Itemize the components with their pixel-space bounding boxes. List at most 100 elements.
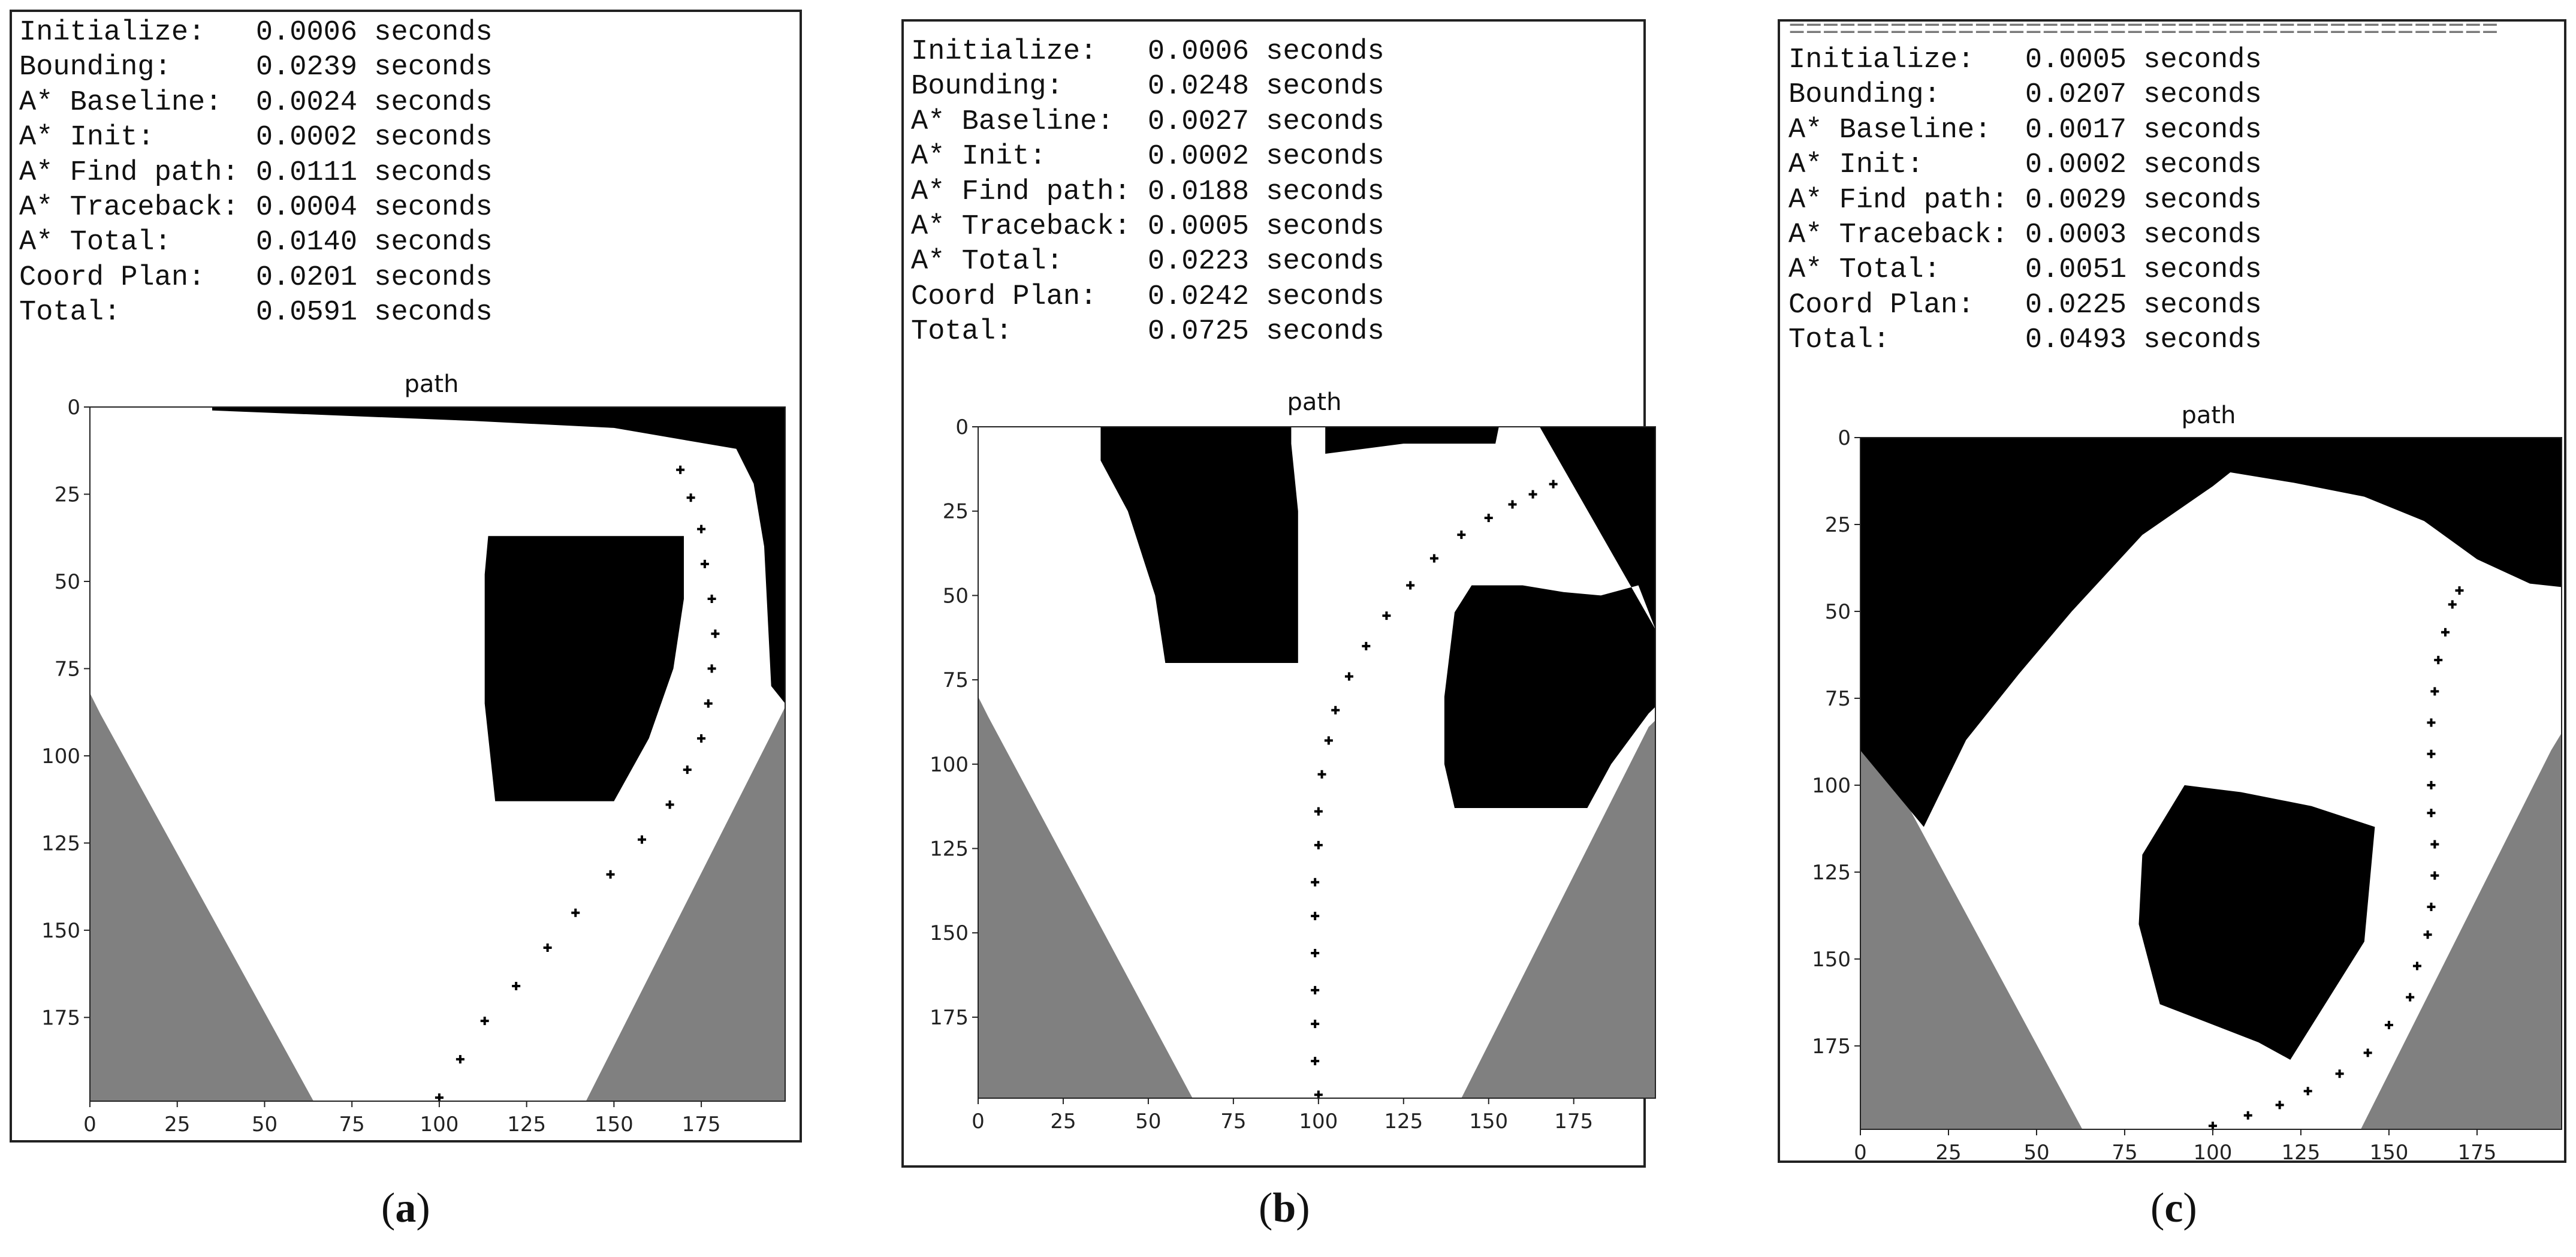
timing-value: 0.0017 bbox=[2025, 114, 2127, 146]
timing-value: 0.0140 bbox=[255, 227, 358, 259]
timing-label: A* Init: bbox=[19, 122, 155, 154]
path-marker bbox=[2430, 871, 2439, 880]
timing-label: Initialize: bbox=[1788, 44, 1975, 76]
timing-row: A* Baseline: 0.0027 seconds bbox=[911, 105, 1384, 140]
y-tick-label: 0 bbox=[955, 415, 969, 439]
timing-label: A* Find path: bbox=[911, 176, 1131, 208]
timing-unit: seconds bbox=[2143, 149, 2262, 182]
y-tick-label: 50 bbox=[55, 570, 80, 594]
caption-a: (a) bbox=[381, 1185, 430, 1231]
timing-row: A* Traceback: 0.0005 seconds bbox=[911, 210, 1384, 245]
timing-value: 0.0111 bbox=[255, 156, 358, 189]
plot-canvas: 0 25 50 75 100 125 150 175 0 25 50 75 100 125 150 175 bbox=[41, 396, 786, 1137]
x-tick-label: 25 bbox=[164, 1113, 190, 1137]
path-marker bbox=[2448, 600, 2457, 609]
path-marker bbox=[707, 664, 716, 673]
path-marker bbox=[697, 734, 706, 743]
timing-label: A* Total: bbox=[911, 246, 1063, 278]
plot-title: path bbox=[2181, 402, 2236, 429]
path-plot: 0 25 50 75 100 125 150 175 0 25 50 75 100 125 150 175 bbox=[12, 12, 791, 1155]
path-marker bbox=[1429, 554, 1438, 563]
timing-value: 0.0002 bbox=[2025, 149, 2127, 182]
path-marker bbox=[1528, 490, 1537, 499]
y-tick-label: 100 bbox=[1812, 774, 1851, 798]
path-marker bbox=[1311, 985, 1320, 994]
timing-value: 0.0024 bbox=[255, 86, 358, 119]
x-tick-label: 175 bbox=[1554, 1110, 1593, 1134]
path-marker bbox=[2303, 1087, 2312, 1096]
timing-label: A* Baseline: bbox=[19, 86, 222, 119]
timing-row: A* Init: 0.0002 seconds bbox=[1788, 148, 2262, 183]
timing-row: A* Total: 0.0051 seconds bbox=[1788, 253, 2262, 288]
timing-table: Initialize: 0.0006 seconds Bounding: 0.0248 s… bbox=[911, 35, 1384, 350]
y-tick-label: 0 bbox=[67, 396, 80, 420]
timing-label: Bounding: bbox=[19, 52, 171, 84]
path-marker bbox=[2208, 1122, 2217, 1131]
path-marker bbox=[2430, 687, 2439, 696]
y-tick-label: 75 bbox=[1825, 687, 1851, 711]
timing-label: A* Find path: bbox=[1788, 184, 2008, 216]
timing-unit: seconds bbox=[1266, 211, 1384, 243]
timing-unit: seconds bbox=[1266, 281, 1384, 313]
timing-row: A* Init: 0.0002 seconds bbox=[911, 140, 1384, 174]
timing-row: A* Baseline: 0.0017 seconds bbox=[1788, 113, 2262, 148]
timing-value: 0.0591 bbox=[255, 297, 358, 329]
timing-label: Initialize: bbox=[911, 36, 1097, 68]
x-tick-label: 75 bbox=[339, 1113, 365, 1137]
timing-row: Total: 0.0493 seconds bbox=[1788, 323, 2262, 358]
path-marker bbox=[2406, 993, 2415, 1002]
timing-unit: seconds bbox=[2143, 289, 2262, 321]
timing-value: 0.0239 bbox=[255, 52, 358, 84]
y-tick-label: 125 bbox=[1812, 861, 1851, 885]
obstacle-region bbox=[1860, 438, 2562, 827]
timing-label: A* Total: bbox=[1788, 254, 1941, 287]
path-marker bbox=[676, 465, 685, 474]
y-tick-label: 175 bbox=[930, 1006, 969, 1030]
path-marker bbox=[1382, 611, 1391, 620]
plot-title: path bbox=[1287, 388, 1342, 416]
timing-row: A* Find path: 0.0188 seconds bbox=[911, 175, 1384, 210]
path-marker bbox=[686, 493, 695, 502]
timing-row: Coord Plan: 0.0242 seconds bbox=[911, 280, 1384, 315]
timing-unit: seconds bbox=[2143, 184, 2262, 216]
x-tick-label: 150 bbox=[1469, 1110, 1508, 1134]
path-marker bbox=[2412, 961, 2421, 970]
timing-row: Initialize: 0.0005 seconds bbox=[1788, 43, 2262, 78]
obstacle-region bbox=[2138, 785, 2375, 1060]
timing-unit: seconds bbox=[2143, 254, 2262, 287]
out-of-view-region bbox=[1461, 720, 1655, 1098]
timing-label: Bounding: bbox=[1788, 79, 1941, 111]
out-of-view-region bbox=[1860, 722, 2083, 1129]
x-tick-label: 125 bbox=[507, 1113, 546, 1137]
path-marker bbox=[1406, 581, 1415, 590]
path-marker bbox=[1362, 641, 1371, 650]
path-marker bbox=[1317, 770, 1326, 779]
timing-table: Initialize: 0.0006 seconds Bounding: 0.0239 s… bbox=[19, 16, 493, 331]
timing-row: A* Traceback: 0.0003 seconds bbox=[1788, 218, 2262, 253]
panel-a: Initialize: 0.0006 seconds Bounding: 0.0239 s… bbox=[10, 10, 802, 1143]
timing-unit: seconds bbox=[1266, 316, 1384, 348]
timing-unit: seconds bbox=[2143, 114, 2262, 146]
x-tick-label: 25 bbox=[1050, 1110, 1076, 1134]
y-tick-label: 100 bbox=[930, 753, 969, 777]
y-tick-label: 125 bbox=[930, 837, 969, 861]
y-tick-label: 150 bbox=[41, 919, 80, 943]
path-marker bbox=[1311, 1020, 1320, 1029]
path-marker bbox=[1324, 736, 1333, 745]
path-marker bbox=[2441, 628, 2450, 637]
timing-label: A* Init: bbox=[1788, 149, 1924, 182]
path-marker bbox=[512, 981, 521, 990]
timing-label: A* Baseline: bbox=[911, 105, 1114, 138]
y-tick-label: 125 bbox=[41, 831, 80, 855]
timing-row: Coord Plan: 0.0201 seconds bbox=[19, 261, 493, 296]
timing-value: 0.0188 bbox=[1147, 176, 1250, 208]
obstacle-region bbox=[484, 536, 684, 801]
y-tick-label: 0 bbox=[1838, 426, 1851, 450]
timing-row: Total: 0.0591 seconds bbox=[19, 296, 493, 330]
y-tick-label: 75 bbox=[943, 668, 969, 692]
path-marker bbox=[2427, 749, 2436, 758]
y-tick-label: 50 bbox=[943, 584, 969, 608]
path-plot: 0 25 50 75 100 125 150 175 0 25 50 75 100 125 150 175 bbox=[1780, 22, 2568, 1183]
timing-row: Bounding: 0.0207 seconds bbox=[1788, 78, 2262, 113]
caption-b: (b) bbox=[1259, 1185, 1310, 1231]
